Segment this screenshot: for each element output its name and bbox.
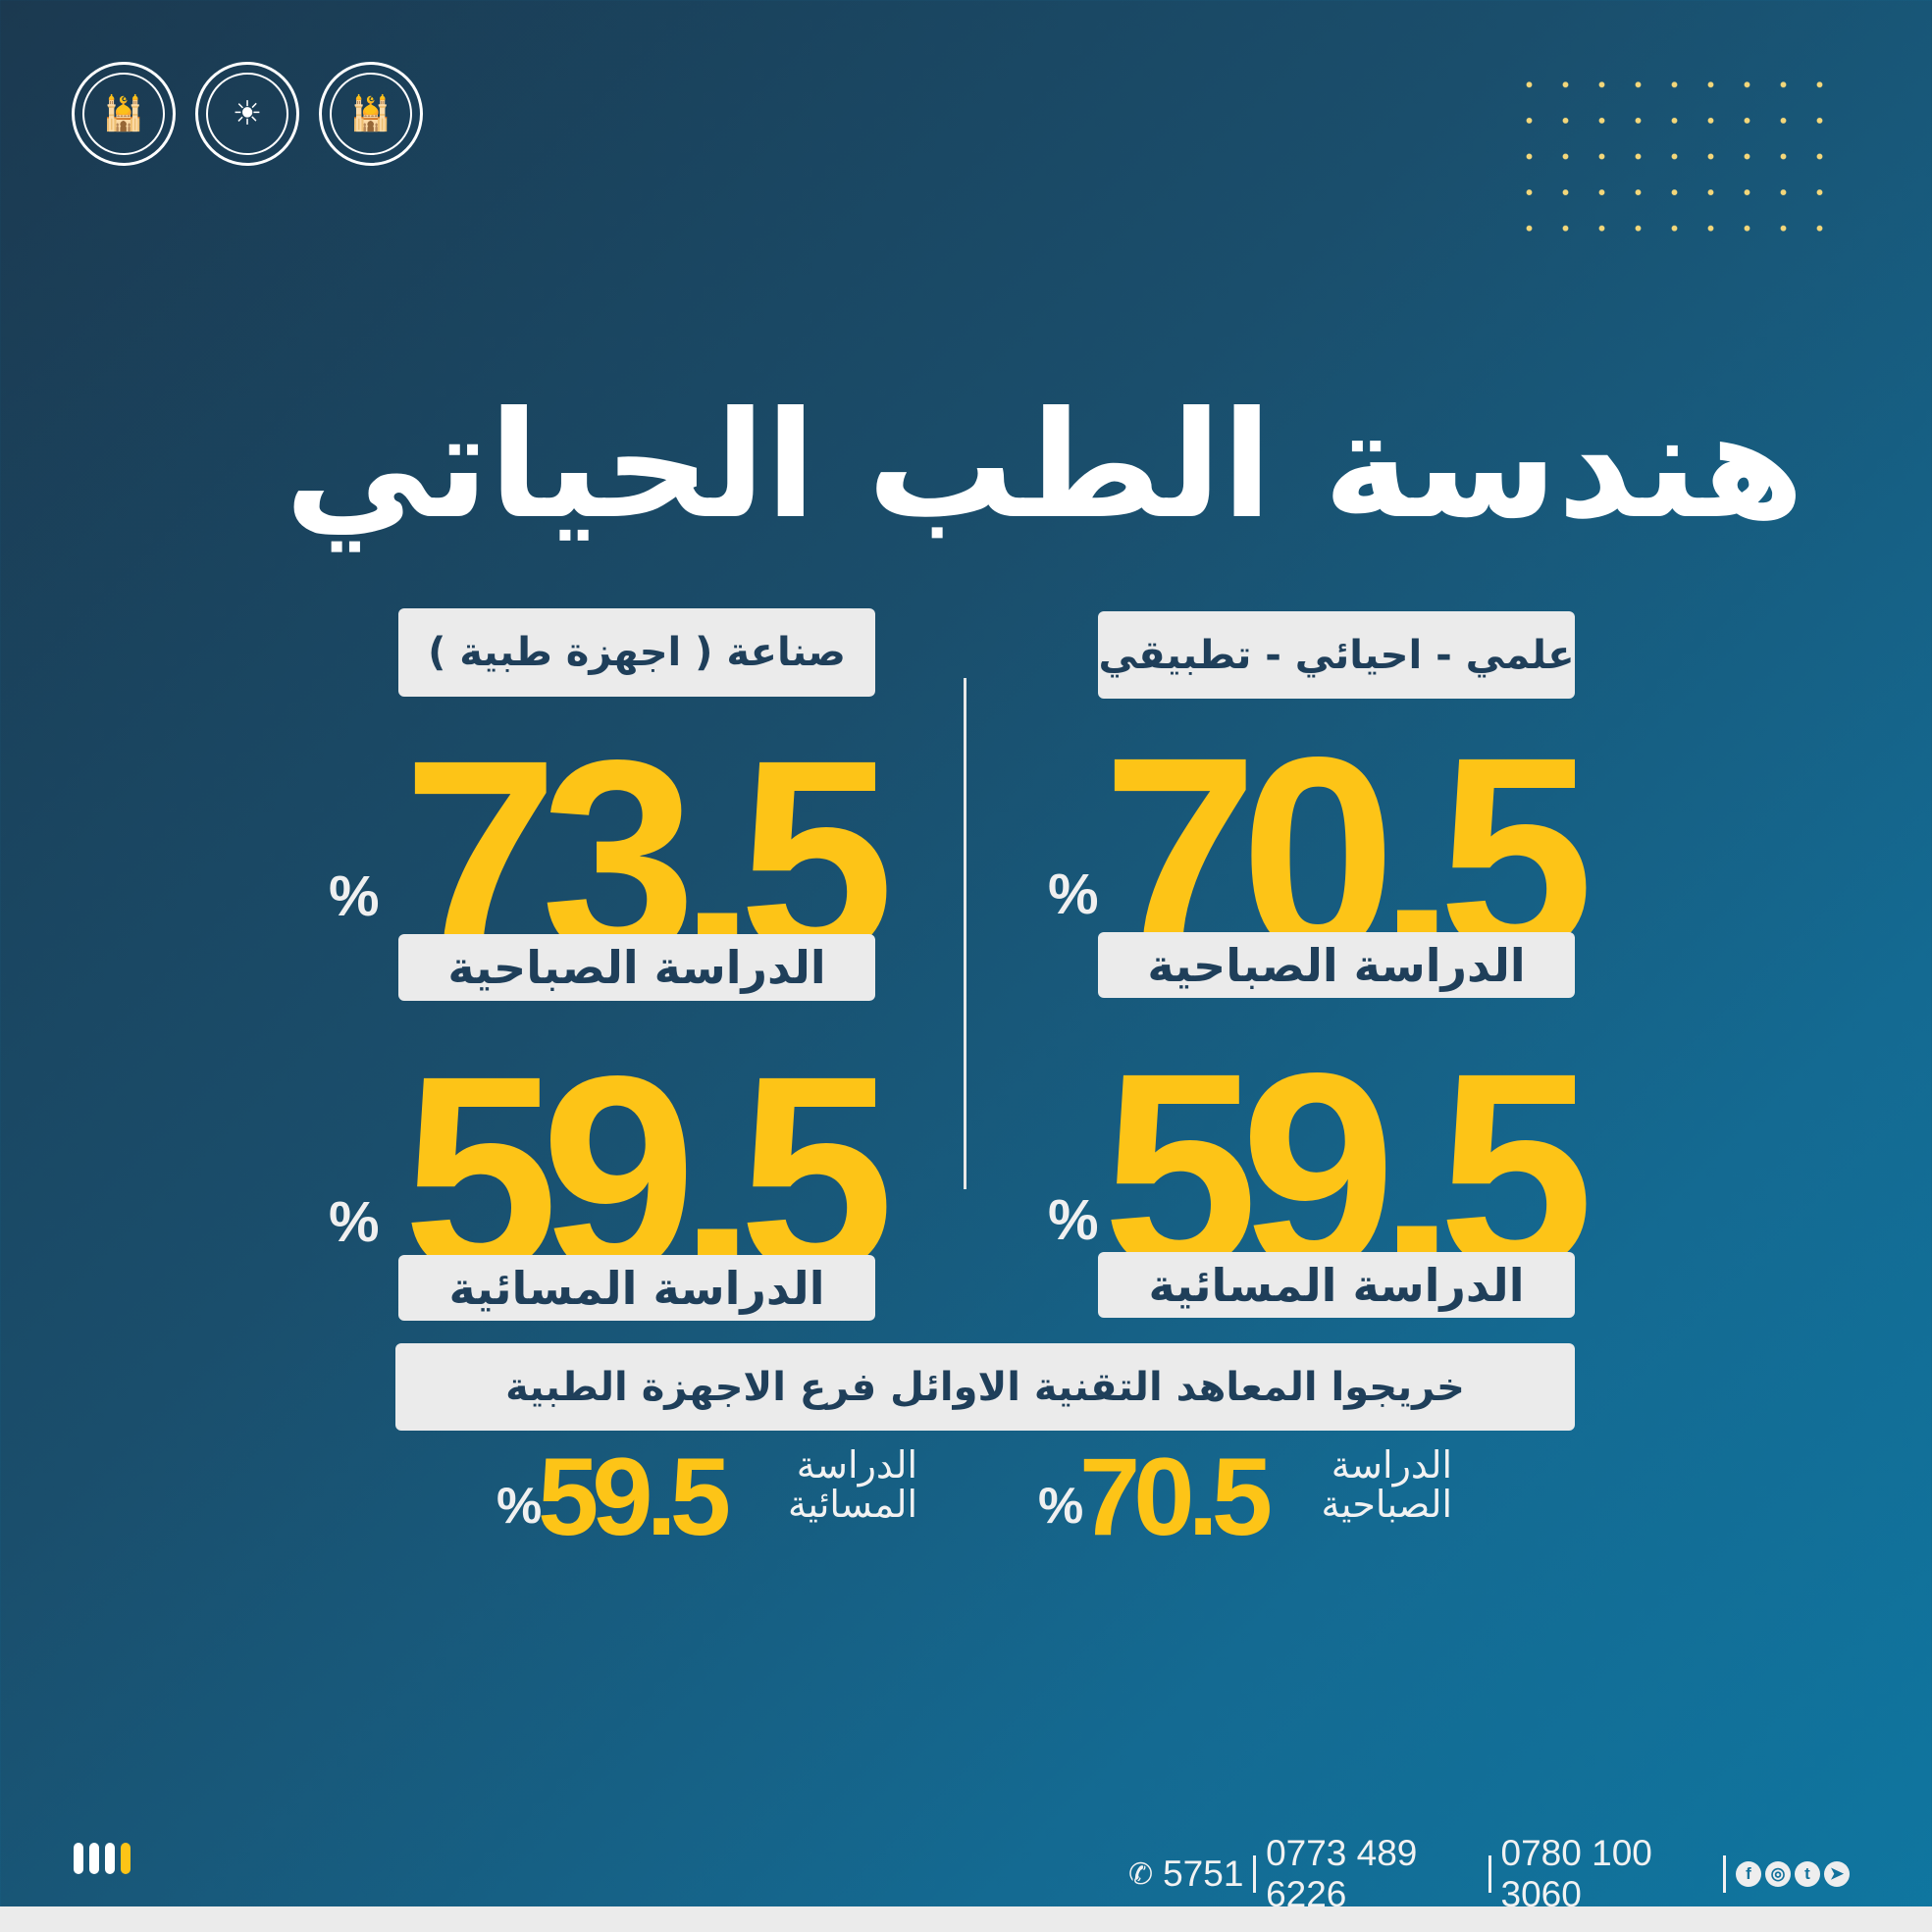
graduates-morning-score: 70.5	[1079, 1436, 1273, 1558]
decorative-dot-grid	[1511, 67, 1850, 253]
label-line: الصباحية	[1321, 1482, 1452, 1526]
label-line: الدراسة	[1331, 1443, 1452, 1487]
contact-footer: ✆ 5751 0773 489 6226 0780 100 3060 f ◎ t…	[1128, 1833, 1850, 1915]
label-line: المسائية	[788, 1482, 917, 1526]
phone-number[interactable]: 0780 100 3060	[1500, 1833, 1652, 1914]
graduates-heading: خريجوا المعاهد التقنية الاوائل فرع الاجه…	[395, 1343, 1575, 1431]
column-divider	[964, 678, 966, 1189]
separator	[1723, 1855, 1726, 1893]
bottom-strip	[0, 1906, 1932, 1932]
phone-number[interactable]: 5751	[1163, 1854, 1244, 1894]
page-title: هندسة الطب الحياتي	[285, 381, 1804, 551]
graduates-morning-label: الدراسة الصباحية	[1276, 1443, 1452, 1526]
twitter-icon[interactable]: t	[1795, 1861, 1820, 1887]
morning-label: الدراسة الصباحية	[398, 934, 875, 1001]
phone-number[interactable]: 0773 489 6226	[1266, 1833, 1418, 1914]
phone-icon: ✆	[1127, 1857, 1154, 1891]
holy-shrine-logo: 🕌	[319, 62, 423, 166]
university-logo: 🕌	[72, 62, 176, 166]
separator	[1488, 1855, 1491, 1893]
label-line: الدراسة	[796, 1443, 917, 1487]
facebook-icon[interactable]: f	[1736, 1861, 1761, 1887]
percent-sign: %	[1048, 862, 1099, 926]
stream-label-industrial: صناعة ( اجهزة طبية )	[398, 608, 875, 697]
evening-label: الدراسة المسائية	[398, 1255, 875, 1321]
brand-bars-icon	[74, 1843, 131, 1874]
ministry-emblem-icon: ☀	[206, 73, 288, 155]
separator	[1253, 1855, 1257, 1893]
shrine-emblem-icon: 🕌	[330, 73, 412, 155]
percent-sign: %	[496, 1478, 543, 1535]
instagram-icon[interactable]: ◎	[1765, 1861, 1791, 1887]
telegram-icon[interactable]: ➤	[1824, 1861, 1850, 1887]
ministry-logo: ☀	[195, 62, 299, 166]
stream-label-scientific: علمي - احيائي - تطبيقي	[1098, 611, 1575, 699]
percent-sign: %	[1038, 1478, 1084, 1535]
evening-label: الدراسة المسائية	[1098, 1252, 1575, 1318]
mosque-emblem-icon: 🕌	[82, 73, 165, 155]
graduates-evening-label: الدراسة المسائية	[741, 1443, 917, 1526]
morning-label: الدراسة الصباحية	[1098, 932, 1575, 998]
graduates-evening-score: 59.5	[538, 1436, 731, 1558]
percent-sign: %	[1048, 1188, 1099, 1252]
percent-sign: %	[329, 1190, 380, 1254]
percent-sign: %	[329, 864, 380, 928]
